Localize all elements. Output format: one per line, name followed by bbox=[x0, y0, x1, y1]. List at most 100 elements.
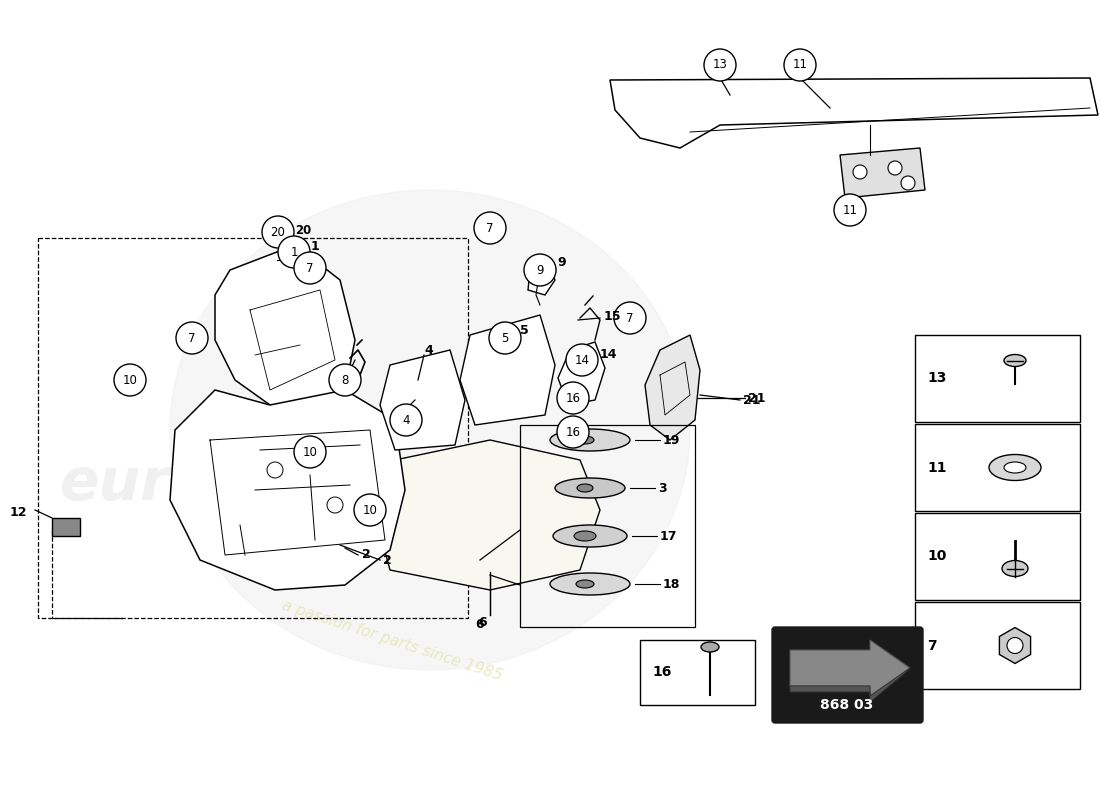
Text: 14: 14 bbox=[600, 349, 617, 362]
Text: 19: 19 bbox=[663, 434, 681, 446]
Text: eurospecs: eurospecs bbox=[60, 455, 396, 512]
Text: 7: 7 bbox=[486, 222, 494, 234]
Ellipse shape bbox=[574, 531, 596, 541]
Bar bbox=[39, 238, 468, 618]
Circle shape bbox=[901, 176, 915, 190]
Bar bbox=[520, 425, 695, 627]
Circle shape bbox=[834, 194, 866, 226]
Circle shape bbox=[474, 212, 506, 244]
Text: 6: 6 bbox=[478, 615, 486, 629]
Text: 11: 11 bbox=[927, 461, 946, 474]
Text: 16: 16 bbox=[565, 391, 581, 405]
Circle shape bbox=[524, 254, 556, 286]
Text: 4: 4 bbox=[403, 414, 409, 426]
Ellipse shape bbox=[1004, 462, 1026, 473]
Text: 10: 10 bbox=[363, 503, 377, 517]
Circle shape bbox=[329, 364, 361, 396]
Text: 9: 9 bbox=[557, 257, 565, 270]
Ellipse shape bbox=[701, 642, 719, 652]
Polygon shape bbox=[214, 245, 355, 410]
Text: 13: 13 bbox=[713, 58, 727, 71]
Text: 12: 12 bbox=[10, 506, 28, 518]
Text: 10: 10 bbox=[927, 550, 946, 563]
Ellipse shape bbox=[1004, 354, 1026, 366]
Text: 20: 20 bbox=[271, 226, 285, 238]
Text: 9: 9 bbox=[537, 263, 543, 277]
FancyBboxPatch shape bbox=[772, 627, 923, 723]
Text: 11: 11 bbox=[792, 58, 807, 71]
Circle shape bbox=[262, 216, 294, 248]
Bar bbox=[915, 335, 1080, 422]
Bar bbox=[640, 640, 755, 705]
Circle shape bbox=[704, 49, 736, 81]
Text: 2: 2 bbox=[362, 549, 371, 562]
Ellipse shape bbox=[556, 478, 625, 498]
Polygon shape bbox=[460, 315, 556, 425]
Circle shape bbox=[176, 322, 208, 354]
Text: 16: 16 bbox=[565, 426, 581, 438]
Ellipse shape bbox=[989, 454, 1041, 481]
Text: 10: 10 bbox=[122, 374, 138, 386]
Text: 7: 7 bbox=[188, 331, 196, 345]
Text: 7: 7 bbox=[306, 262, 313, 274]
Text: 14: 14 bbox=[574, 354, 590, 366]
Text: 21: 21 bbox=[748, 391, 766, 405]
Text: 8: 8 bbox=[341, 374, 349, 386]
Bar bbox=[915, 424, 1080, 511]
Text: 5: 5 bbox=[502, 331, 508, 345]
Bar bbox=[915, 513, 1080, 600]
Text: 868 03: 868 03 bbox=[821, 698, 873, 712]
Circle shape bbox=[784, 49, 816, 81]
Circle shape bbox=[294, 252, 326, 284]
Text: 5: 5 bbox=[520, 323, 529, 337]
Circle shape bbox=[278, 236, 310, 268]
Text: 10: 10 bbox=[302, 446, 318, 458]
Polygon shape bbox=[840, 148, 925, 198]
Text: 7: 7 bbox=[626, 311, 634, 325]
Polygon shape bbox=[790, 640, 910, 696]
Text: 6: 6 bbox=[475, 618, 484, 631]
Circle shape bbox=[327, 497, 343, 513]
Polygon shape bbox=[645, 335, 700, 440]
Polygon shape bbox=[375, 440, 600, 590]
Text: 18: 18 bbox=[663, 578, 681, 590]
Polygon shape bbox=[170, 390, 405, 590]
Text: 13: 13 bbox=[927, 371, 946, 386]
Polygon shape bbox=[558, 342, 605, 405]
Ellipse shape bbox=[576, 580, 594, 588]
Circle shape bbox=[114, 364, 146, 396]
Text: 20: 20 bbox=[295, 223, 311, 237]
Polygon shape bbox=[379, 350, 465, 450]
Text: 21: 21 bbox=[742, 394, 760, 406]
Text: 1: 1 bbox=[311, 241, 320, 254]
Ellipse shape bbox=[550, 429, 630, 451]
Polygon shape bbox=[790, 668, 910, 702]
Text: 4: 4 bbox=[424, 343, 432, 357]
Ellipse shape bbox=[550, 573, 630, 595]
Ellipse shape bbox=[1002, 561, 1028, 577]
Circle shape bbox=[294, 436, 326, 468]
Bar bbox=[52, 518, 80, 536]
Polygon shape bbox=[528, 263, 556, 295]
Circle shape bbox=[852, 165, 867, 179]
Circle shape bbox=[354, 494, 386, 526]
Ellipse shape bbox=[578, 484, 593, 492]
Circle shape bbox=[557, 382, 588, 414]
Circle shape bbox=[614, 302, 646, 334]
Text: 3: 3 bbox=[658, 482, 667, 494]
Ellipse shape bbox=[553, 525, 627, 547]
Text: 1: 1 bbox=[290, 246, 298, 258]
Text: 17: 17 bbox=[660, 530, 678, 542]
Bar bbox=[915, 602, 1080, 689]
Circle shape bbox=[557, 416, 588, 448]
Ellipse shape bbox=[170, 190, 690, 670]
Text: 15: 15 bbox=[604, 310, 622, 322]
Text: 2: 2 bbox=[383, 554, 392, 566]
Text: 16: 16 bbox=[652, 665, 671, 679]
Circle shape bbox=[390, 404, 422, 436]
Circle shape bbox=[490, 322, 521, 354]
Polygon shape bbox=[610, 78, 1098, 148]
Text: a passion for parts since 1985: a passion for parts since 1985 bbox=[280, 598, 504, 683]
Ellipse shape bbox=[576, 436, 594, 444]
Text: 11: 11 bbox=[843, 203, 858, 217]
